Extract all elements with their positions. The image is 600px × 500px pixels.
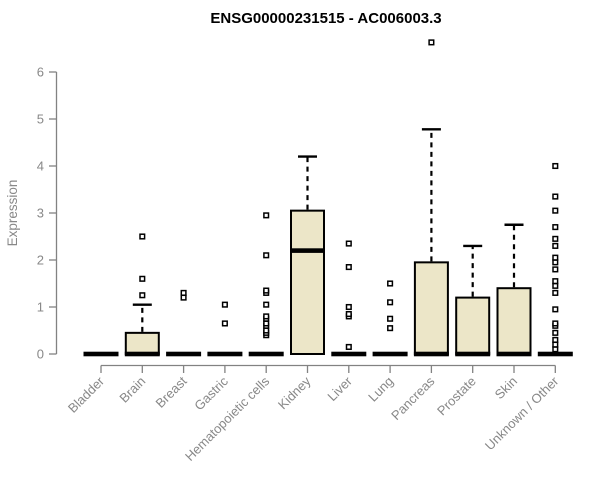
y-tick-label: 2 bbox=[37, 253, 44, 268]
y-tick-label: 3 bbox=[37, 206, 44, 221]
outlier-point bbox=[552, 282, 559, 289]
outlier-point bbox=[263, 327, 270, 334]
outlier-point bbox=[221, 301, 228, 308]
outlier-point bbox=[139, 292, 146, 299]
outlier-point bbox=[552, 336, 559, 343]
x-tick-label-breast: Breast bbox=[153, 373, 190, 410]
outlier-point bbox=[387, 315, 394, 322]
outlier-point bbox=[345, 311, 352, 318]
y-tick-label: 6 bbox=[37, 65, 44, 80]
outlier-point bbox=[552, 224, 559, 231]
box-group-prostate bbox=[455, 244, 491, 357]
outlier-point bbox=[552, 162, 559, 170]
outlier-point bbox=[552, 193, 559, 200]
boxes-layer bbox=[83, 39, 573, 357]
iqr-box bbox=[413, 261, 449, 356]
box-group-hematopoietic-cells bbox=[248, 212, 284, 357]
y-tick-label: 0 bbox=[37, 347, 44, 362]
y-tick-label: 4 bbox=[37, 159, 44, 174]
outlier-point bbox=[387, 280, 394, 287]
median-line bbox=[496, 351, 532, 357]
box-group-lung bbox=[372, 280, 408, 357]
outlier-point bbox=[345, 303, 352, 311]
outlier-point bbox=[263, 320, 270, 327]
y-tick-label: 1 bbox=[37, 300, 44, 315]
outlier-point bbox=[552, 346, 559, 353]
outlier-point bbox=[387, 299, 394, 306]
outlier-point bbox=[552, 207, 559, 214]
x-tick-label-bladder: Bladder bbox=[65, 373, 108, 416]
outlier-point bbox=[263, 287, 270, 294]
outlier-point bbox=[552, 306, 559, 313]
median-line bbox=[207, 351, 243, 357]
outlier-point bbox=[552, 254, 559, 261]
outlier-point bbox=[180, 289, 187, 296]
outlier-point bbox=[552, 289, 559, 296]
outlier-point bbox=[552, 242, 559, 249]
median-line bbox=[83, 351, 119, 357]
y-axis-label: Expression bbox=[5, 180, 20, 247]
outlier-point bbox=[387, 325, 394, 332]
box-group-pancreas bbox=[413, 39, 449, 357]
outlier-point bbox=[345, 240, 352, 247]
box-group-brain bbox=[124, 233, 160, 357]
median-line bbox=[248, 351, 284, 357]
x-tick-label-liver: Liver bbox=[324, 373, 355, 404]
outlier-point bbox=[552, 341, 559, 348]
outlier-point bbox=[552, 235, 559, 242]
median-line bbox=[455, 351, 491, 357]
outlier-point bbox=[552, 278, 559, 285]
iqr-box bbox=[455, 296, 491, 356]
outlier-point bbox=[552, 266, 559, 273]
iqr-box bbox=[290, 209, 325, 355]
box-group-skin bbox=[496, 223, 532, 357]
iqr-box bbox=[496, 287, 532, 356]
median-line bbox=[166, 351, 202, 357]
outlier-point bbox=[345, 343, 352, 350]
x-tick-label-brain: Brain bbox=[116, 374, 148, 406]
outlier-point bbox=[428, 39, 435, 46]
x-tick-label-kidney: Kidney bbox=[275, 373, 314, 412]
median-line bbox=[413, 351, 449, 357]
outlier-point bbox=[552, 329, 559, 336]
outlier-point bbox=[180, 294, 187, 301]
box-group-breast bbox=[166, 289, 202, 357]
x-tick-label-prostate: Prostate bbox=[434, 374, 479, 419]
x-tick-label-pancreas: Pancreas bbox=[388, 373, 438, 423]
median-line bbox=[331, 351, 367, 357]
box-group-bladder bbox=[83, 351, 119, 357]
outlier-point bbox=[552, 259, 559, 266]
median-line bbox=[537, 351, 573, 357]
outlier-point bbox=[552, 320, 559, 327]
outlier-point bbox=[221, 320, 228, 327]
y-tick-label: 5 bbox=[37, 112, 44, 127]
outlier-point bbox=[263, 212, 270, 219]
x-tick-label-lung: Lung bbox=[365, 374, 396, 405]
iqr-box bbox=[124, 331, 160, 356]
median-line bbox=[290, 248, 325, 253]
outlier-point bbox=[263, 313, 270, 320]
box-group-kidney bbox=[290, 155, 325, 355]
median-line bbox=[372, 351, 408, 357]
x-tick-label-skin: Skin bbox=[492, 374, 520, 402]
box-group-unknown-other bbox=[537, 162, 573, 357]
outlier-point bbox=[263, 252, 270, 259]
box-group-gastric bbox=[207, 301, 243, 357]
outlier-point bbox=[139, 233, 146, 240]
x-tick-label-gastric: Gastric bbox=[191, 373, 231, 413]
box-group-liver bbox=[331, 240, 367, 357]
median-line bbox=[124, 351, 160, 357]
x-tick-label-unknown-other: Unknown / Other bbox=[482, 373, 562, 453]
outlier-point bbox=[345, 264, 352, 271]
outlier-point bbox=[139, 275, 146, 282]
outlier-point bbox=[263, 301, 270, 308]
chart-title: ENSG00000231515 - AC006003.3 bbox=[210, 10, 441, 27]
